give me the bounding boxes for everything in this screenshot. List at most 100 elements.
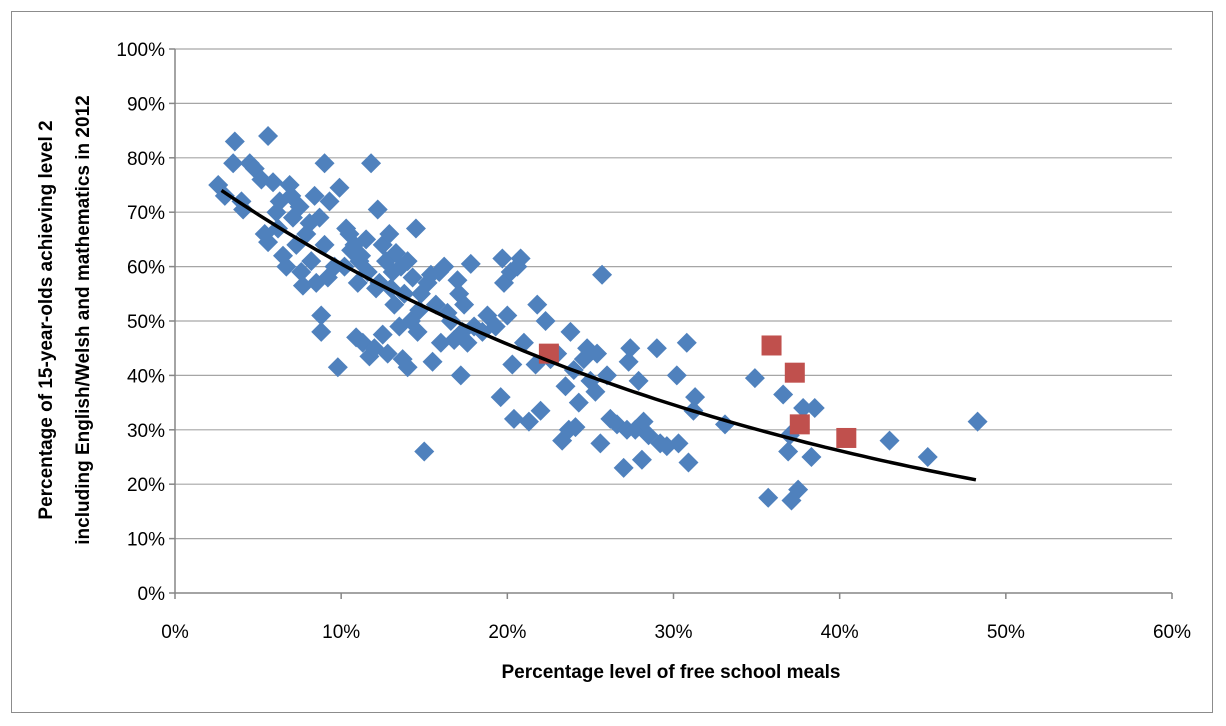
data-point	[788, 479, 809, 500]
data-point	[347, 272, 368, 293]
data-point	[620, 338, 641, 359]
data-point	[384, 294, 405, 315]
data-point	[518, 411, 539, 432]
data-point	[773, 384, 794, 405]
data-point	[585, 381, 606, 402]
data-point	[685, 387, 706, 408]
data-point	[329, 177, 350, 198]
x-tick-label: 0%	[161, 622, 189, 643]
x-axis-title: Percentage level of free school meals	[502, 662, 841, 683]
data-point	[356, 229, 377, 250]
y-tick-label: 90%	[127, 94, 165, 115]
data-point	[535, 311, 556, 331]
data-points	[208, 126, 988, 511]
data-point	[422, 351, 443, 372]
data-point	[258, 232, 279, 253]
data-point	[314, 153, 335, 174]
x-tick-label: 40%	[821, 622, 859, 643]
data-point	[450, 365, 471, 386]
data-point	[397, 251, 418, 272]
data-point	[587, 343, 608, 364]
y-axis-title: Percentage of 15-year-olds achieving lev…	[36, 95, 94, 544]
y-tick-label: 50%	[127, 312, 165, 333]
data-point	[967, 411, 988, 432]
data-point	[414, 441, 435, 462]
highlighted-point	[761, 335, 782, 356]
data-point	[917, 447, 938, 467]
data-point	[367, 199, 388, 220]
data-point	[361, 153, 382, 174]
data-point	[485, 316, 506, 337]
x-tick-label: 10%	[322, 622, 360, 643]
x-tick-label: 60%	[1153, 622, 1191, 643]
data-point	[758, 487, 779, 508]
data-point	[527, 294, 548, 315]
data-point	[223, 153, 244, 174]
data-point	[291, 262, 312, 283]
axes	[169, 48, 1173, 599]
data-point	[214, 185, 235, 206]
y-tick-label: 100%	[116, 40, 165, 61]
y-tick-label: 0%	[138, 584, 166, 605]
data-point	[497, 305, 518, 326]
data-point	[646, 338, 667, 359]
data-point	[244, 158, 265, 179]
data-point	[668, 433, 689, 454]
x-tick-label: 20%	[488, 622, 526, 643]
data-point	[258, 126, 279, 147]
data-point	[502, 354, 523, 375]
y-tick-label: 40%	[127, 366, 165, 387]
y-tick-label: 80%	[127, 149, 165, 170]
data-point	[510, 248, 531, 269]
data-point	[430, 332, 451, 353]
data-point	[565, 417, 586, 438]
data-point	[377, 343, 398, 364]
data-point	[460, 253, 481, 274]
y-tick-labels: 0% 10% 20% 30% 40% 50% 60% 70% 80% 90% 100%	[116, 40, 165, 605]
data-point	[233, 199, 254, 220]
highlighted-point	[789, 414, 810, 435]
data-point	[801, 447, 822, 467]
y-axis-title-line-1: Percentage of 15-year-olds achieving lev…	[36, 120, 57, 519]
data-point	[263, 172, 284, 193]
data-point	[666, 365, 687, 386]
data-point	[311, 321, 332, 342]
highlighted-point	[836, 427, 857, 448]
gridlines	[175, 48, 1172, 540]
x-tick-labels: 0% 10% 20% 30% 40% 50% 60%	[161, 622, 1191, 643]
data-point	[454, 294, 475, 315]
data-point	[304, 185, 325, 206]
y-tick-label: 10%	[127, 530, 165, 551]
data-point	[276, 256, 297, 277]
data-point	[676, 332, 697, 353]
data-point	[311, 305, 332, 326]
data-point	[613, 457, 634, 478]
data-point	[879, 430, 900, 451]
data-point	[530, 400, 551, 421]
data-point	[327, 357, 348, 378]
data-point	[309, 207, 330, 228]
data-point	[289, 196, 310, 217]
data-point	[379, 223, 400, 244]
highlighted-points	[538, 335, 857, 448]
data-point	[292, 275, 313, 296]
data-point	[351, 245, 372, 266]
data-point	[503, 408, 524, 429]
data-point	[568, 392, 589, 413]
data-point	[407, 321, 428, 342]
y-tick-label: 70%	[127, 203, 165, 224]
data-point	[301, 251, 322, 272]
data-point	[678, 452, 699, 473]
data-point	[793, 398, 814, 419]
data-point	[778, 441, 799, 462]
y-axis-title-line-2: including English/Welsh and mathematics …	[73, 95, 94, 544]
data-point	[628, 370, 649, 391]
data-point	[402, 267, 423, 288]
data-point	[744, 368, 765, 389]
data-point	[560, 321, 581, 342]
data-point	[492, 248, 513, 269]
data-point	[592, 264, 613, 285]
data-point	[447, 270, 468, 291]
data-point	[405, 218, 426, 239]
